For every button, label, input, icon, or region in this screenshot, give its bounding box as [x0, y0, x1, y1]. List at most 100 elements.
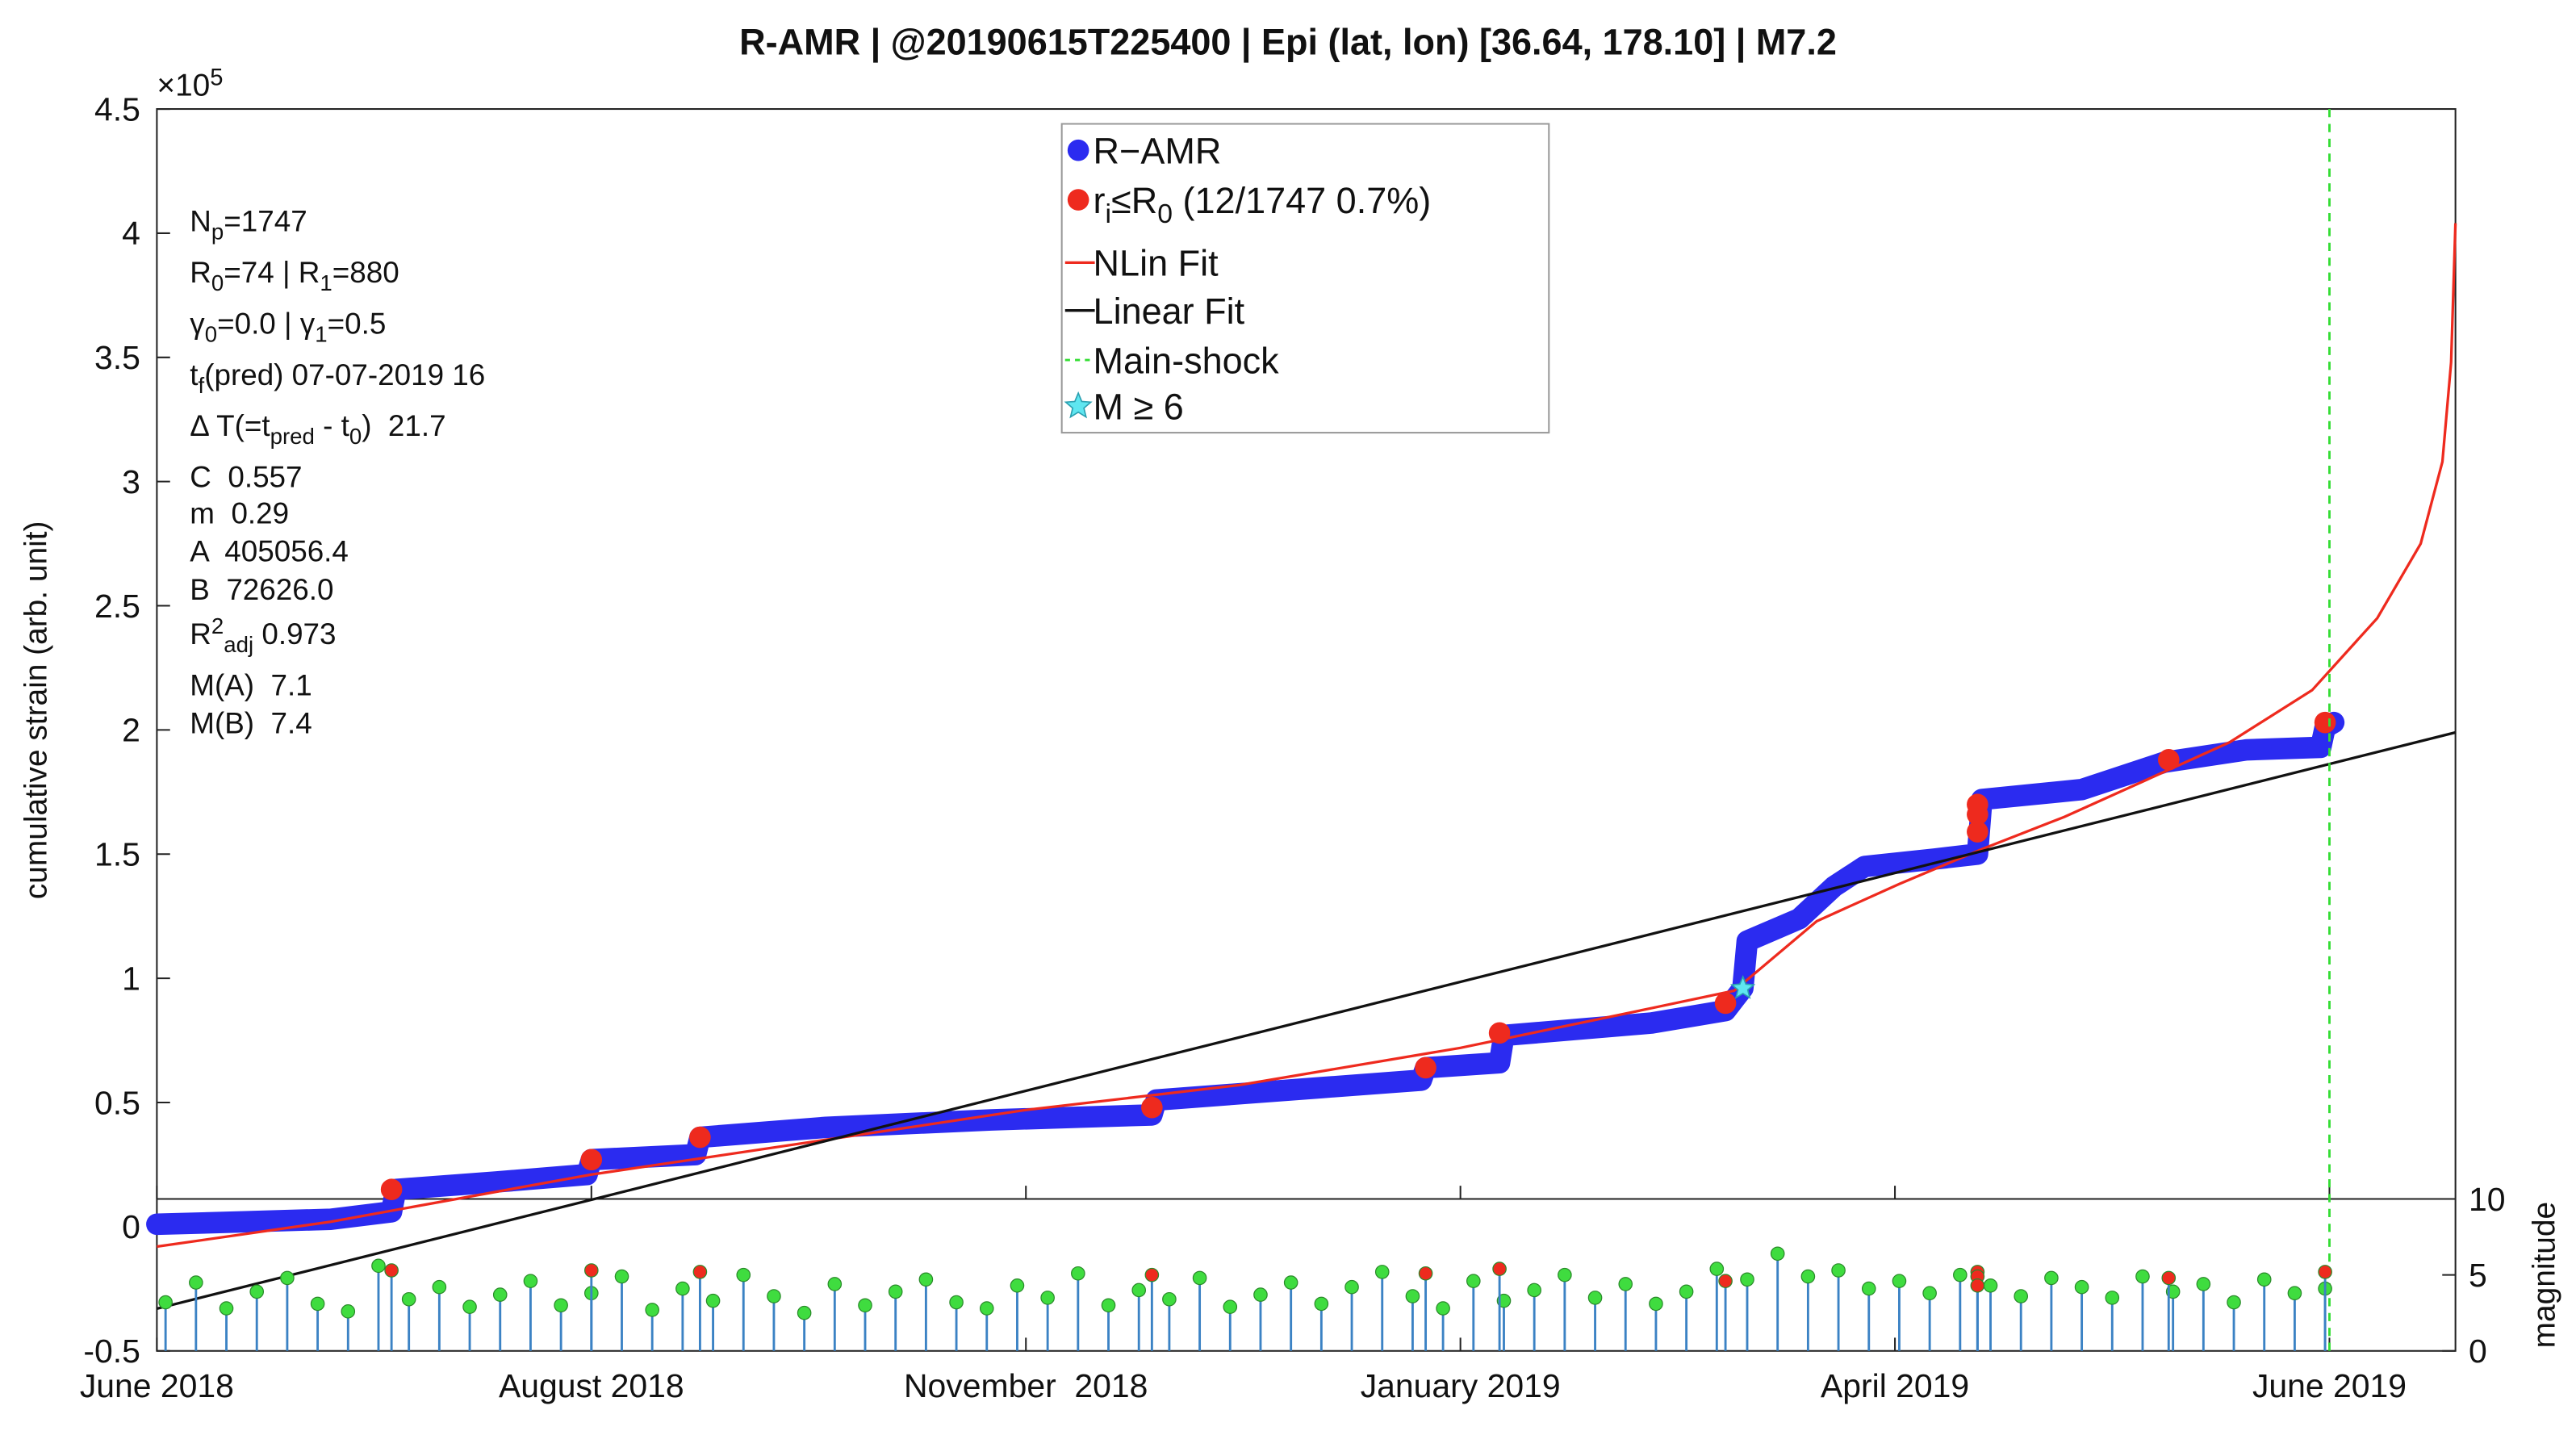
text-segment: 0 [1157, 199, 1173, 229]
stem-marker [1405, 1289, 1420, 1303]
text-segment: M(B) 7.4 [190, 706, 312, 739]
stem-marker [462, 1299, 477, 1314]
stem-marker [1970, 1278, 1985, 1293]
stem-marker [1344, 1279, 1359, 1295]
legend-label: R−AMR [1094, 131, 1222, 172]
text-segment: 1 [320, 270, 332, 295]
stem-marker [2044, 1270, 2059, 1286]
stem-marker [2135, 1269, 2150, 1284]
y-tick-label: 1 [122, 960, 140, 997]
stem-marker [1527, 1282, 1541, 1298]
point [380, 1178, 403, 1201]
stem-marker [858, 1298, 872, 1313]
stem-marker [2318, 1265, 2332, 1279]
stem-marker [1418, 1266, 1433, 1281]
annotation: R0=74 | R1=880 [190, 256, 399, 295]
y-tick-label: -0.5 [83, 1333, 140, 1370]
stem-marker [2227, 1295, 2241, 1310]
stem-marker [797, 1305, 812, 1320]
stem-marker [1144, 1267, 1160, 1282]
stem-marker [888, 1284, 903, 1299]
legend-label: Linear Fit [1094, 291, 1245, 332]
y-tick-label: 3.5 [94, 339, 140, 376]
text-segment: m 0.29 [190, 497, 289, 530]
stem-marker [1283, 1275, 1298, 1290]
stem-marker [2256, 1272, 2272, 1287]
text-segment: B 72626.0 [190, 573, 333, 606]
stem-marker [1131, 1282, 1147, 1298]
y-multiplier: ×105 [157, 65, 223, 103]
stem-marker [2105, 1291, 2120, 1305]
annotation: R2adj 0.973 [190, 613, 336, 656]
stem-marker [2287, 1286, 2302, 1301]
text-segment: ) 21.7 [362, 409, 445, 442]
stem-marker [432, 1279, 447, 1295]
fit-line [156, 730, 2457, 1311]
stem-marker [1679, 1284, 1694, 1299]
text-segment: (pred) 07-07-2019 16 [204, 358, 485, 391]
stem-marker [584, 1263, 599, 1278]
star-marker [1729, 974, 1756, 999]
stem-marker [736, 1267, 751, 1282]
y2-tick-label: 5 [2469, 1257, 2487, 1294]
point [1967, 803, 1988, 826]
annotation: Δ T(=tpred - t0) 21.7 [190, 409, 445, 449]
stem-marker [1922, 1286, 1937, 1301]
stem-marker [371, 1258, 386, 1274]
text-segment: =0.5 [328, 307, 387, 340]
y2-axis-label: magnitude [2527, 1202, 2561, 1348]
x-tick-label: April 2019 [1821, 1367, 1969, 1404]
text-segment: R [190, 256, 211, 289]
stem-marker [1953, 1267, 1968, 1282]
series-band [146, 711, 2345, 1236]
stem-marker [1800, 1269, 1816, 1284]
annotation: m 0.29 [190, 497, 289, 530]
point [1967, 821, 1988, 843]
stem-marker [979, 1301, 994, 1316]
stem-marker [384, 1263, 399, 1278]
y-axis-label: cumulative strain (arb. unit) [19, 521, 53, 900]
stem-marker [280, 1270, 295, 1286]
x-tick-label: November 2018 [904, 1367, 1148, 1404]
stem-marker [1192, 1270, 1207, 1286]
stem-marker [189, 1275, 203, 1290]
text-segment: A 405056.4 [190, 535, 349, 568]
stem-marker [1861, 1281, 1876, 1296]
text-segment: 1 [315, 321, 327, 346]
text-segment: adj [224, 632, 253, 657]
text-segment: p [211, 219, 224, 244]
text-segment: M(A) 7.1 [190, 668, 312, 701]
legend-box [1060, 123, 1550, 434]
stem-marker [2161, 1270, 2177, 1286]
text-segment: =74 | R [224, 256, 320, 289]
legend-label: ri≤R0 (12/1747 0.7%) [1094, 180, 1432, 229]
stem-marker [1436, 1301, 1450, 1316]
annotation: M(A) 7.1 [190, 668, 312, 701]
text-segment: 2 [211, 613, 224, 638]
stem-marker [1466, 1274, 1481, 1288]
x-tick-label: June 2018 [80, 1367, 234, 1404]
stem-marker [1618, 1277, 1633, 1291]
annotation: tf(pred) 07-07-2019 16 [190, 358, 485, 398]
stem-marker [1492, 1262, 1507, 1276]
chart-title: R-AMR | @20190615T225400 | Epi (lat, lon… [739, 22, 1837, 64]
stem-marker [705, 1293, 721, 1308]
annotation: C 0.557 [190, 461, 302, 494]
legend-marker [1067, 139, 1089, 161]
text-segment: N [190, 204, 211, 237]
stem-marker [1892, 1274, 1907, 1288]
text-segment: f [199, 373, 205, 398]
y-tick-label: 2 [122, 712, 140, 749]
stem-marker [249, 1284, 265, 1299]
stem-marker [1587, 1291, 1603, 1305]
stem-marker [341, 1304, 356, 1319]
text-segment: - t [315, 409, 349, 442]
stem-marker [1709, 1262, 1725, 1276]
stem-marker [1040, 1291, 1055, 1305]
stem-marker [1558, 1267, 1572, 1282]
text-segment: Δ T(=t [190, 409, 270, 442]
text-segment: (12/1747 0.7%) [1173, 180, 1431, 221]
y-tick-label: 1.5 [94, 836, 140, 873]
y2-tick-label: 0 [2469, 1333, 2487, 1370]
stem-marker [1223, 1299, 1238, 1314]
